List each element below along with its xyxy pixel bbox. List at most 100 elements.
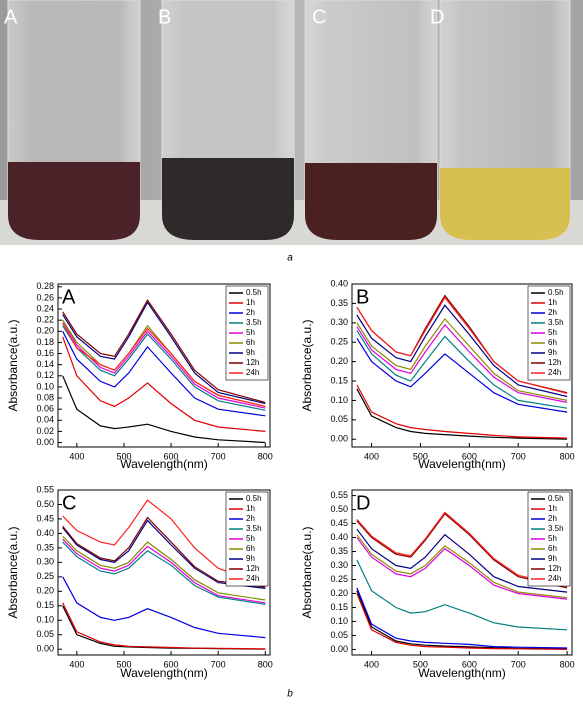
y-tick-label: 0.25 bbox=[330, 574, 348, 584]
photo-label: C bbox=[312, 6, 326, 28]
y-tick-label: 0.50 bbox=[330, 504, 348, 514]
x-tick-label: 600 bbox=[462, 659, 477, 669]
legend-label: 12h bbox=[246, 564, 259, 573]
x-tick-label: 800 bbox=[258, 659, 273, 669]
legend-label: 5h bbox=[548, 534, 557, 543]
y-axis-label: Absorbance(a.u.) bbox=[300, 319, 314, 411]
legend-label: 1h bbox=[246, 504, 255, 513]
y-tick-label: 0.50 bbox=[36, 499, 54, 509]
legend-label: 6h bbox=[548, 544, 557, 553]
y-tick-label: 0.02 bbox=[36, 426, 54, 436]
liquid bbox=[162, 158, 294, 240]
y-axis-label: Absorbance(a.u.) bbox=[300, 526, 314, 618]
spectrum-line bbox=[62, 499, 266, 587]
y-tick-label: 0.05 bbox=[330, 630, 348, 640]
spectrum-line bbox=[62, 336, 266, 432]
x-tick-label: 600 bbox=[164, 451, 179, 461]
spectrum-line bbox=[356, 559, 568, 631]
x-tick-label: 400 bbox=[364, 659, 379, 669]
x-tick-label: 500 bbox=[413, 659, 428, 669]
legend-label: 0.5h bbox=[548, 288, 564, 297]
y-tick-label: 0.12 bbox=[36, 370, 54, 380]
x-tick-label: 600 bbox=[462, 451, 477, 461]
x-tick-label: 800 bbox=[258, 451, 273, 461]
y-tick-label: 0.24 bbox=[36, 303, 54, 313]
y-tick-label: 0.40 bbox=[36, 528, 54, 538]
y-tick-label: 0.20 bbox=[36, 586, 54, 596]
spectrum-line bbox=[62, 298, 266, 404]
legend-label: 2h bbox=[246, 514, 255, 523]
y-tick-label: 0.10 bbox=[330, 395, 348, 405]
legend-label: 12h bbox=[246, 358, 259, 367]
spectrum-line bbox=[356, 304, 568, 398]
legend-label: 9h bbox=[548, 554, 557, 563]
photo-label: A bbox=[4, 6, 18, 28]
y-tick-label: 0.10 bbox=[36, 381, 54, 391]
plot-frame bbox=[351, 489, 573, 656]
liquid bbox=[305, 163, 437, 240]
legend-label: 6h bbox=[246, 338, 255, 347]
spectrum-line bbox=[356, 337, 568, 413]
x-tick-label: 400 bbox=[69, 451, 84, 461]
x-tick-label: 800 bbox=[560, 451, 575, 461]
panel-label: C bbox=[62, 492, 76, 514]
legend-label: 9h bbox=[246, 348, 255, 357]
x-tick-label: 500 bbox=[116, 451, 131, 461]
spectrum-line bbox=[356, 388, 568, 440]
y-tick-label: 0.00 bbox=[36, 437, 54, 447]
legend-label: 0.5h bbox=[246, 494, 262, 503]
spectrum-line bbox=[62, 538, 266, 604]
x-tick-label: 400 bbox=[69, 659, 84, 669]
legend-label: 24h bbox=[246, 368, 259, 377]
y-tick-label: 0.14 bbox=[36, 359, 54, 369]
x-tick-label: 500 bbox=[413, 451, 428, 461]
y-tick-label: 0.28 bbox=[36, 281, 54, 291]
legend-label: 12h bbox=[548, 564, 561, 573]
x-tick-label: 800 bbox=[560, 659, 575, 669]
legend-label: 3.5h bbox=[548, 318, 564, 327]
y-tick-label: 0.06 bbox=[36, 404, 54, 414]
spectrum-line bbox=[62, 331, 266, 417]
x-tick-label: 700 bbox=[211, 451, 226, 461]
spectrum-line bbox=[62, 322, 266, 407]
y-tick-label: 0.25 bbox=[330, 337, 348, 347]
x-axis-label: Wavelength(nm) bbox=[120, 666, 208, 680]
y-tick-label: 0.20 bbox=[330, 356, 348, 366]
y-tick-label: 0.05 bbox=[330, 414, 348, 424]
spectrum-line bbox=[62, 301, 266, 405]
legend-label: 1h bbox=[246, 298, 255, 307]
y-tick-label: 0.00 bbox=[330, 644, 348, 654]
y-tick-label: 0.45 bbox=[330, 518, 348, 528]
spectrum-line bbox=[62, 535, 266, 601]
y-tick-label: 0.40 bbox=[330, 532, 348, 542]
x-axis-label: Wavelength(nm) bbox=[418, 457, 506, 471]
legend-label: 9h bbox=[548, 348, 557, 357]
spectrum-line bbox=[356, 528, 568, 593]
chart: 0.00 0.05 0.10 0.15 0.20 0.25 0.30 0.35 0.40 0.45… bbox=[300, 489, 575, 680]
y-tick-label: 0.20 bbox=[330, 588, 348, 598]
plot-frame bbox=[351, 283, 573, 448]
y-tick-label: 0.15 bbox=[330, 602, 348, 612]
chart: 0.00 0.05 0.10 0.15 0.20 0.25 0.30 0.35 0.40 400 5… bbox=[300, 278, 574, 471]
y-tick-label: 0.10 bbox=[330, 616, 348, 626]
x-tick-label: 400 bbox=[364, 451, 379, 461]
legend-label: 2h bbox=[246, 308, 255, 317]
y-tick-label: 0.00 bbox=[330, 434, 348, 444]
caption: a bbox=[287, 253, 293, 264]
photo: A B C D bbox=[0, 0, 583, 245]
plot-frame bbox=[57, 489, 271, 656]
spectrum-line bbox=[356, 323, 568, 403]
spectrum-line bbox=[356, 330, 568, 409]
legend-label: 3.5h bbox=[246, 524, 262, 533]
liquid bbox=[8, 162, 140, 240]
y-tick-label: 0.20 bbox=[36, 326, 54, 336]
y-axis-label: Absorbance(a.u.) bbox=[6, 319, 20, 411]
spectrum-line bbox=[356, 590, 568, 650]
spectrum-line bbox=[62, 602, 266, 650]
photo-label: B bbox=[158, 6, 171, 28]
y-tick-label: 0.15 bbox=[330, 375, 348, 385]
legend-label: 24h bbox=[246, 574, 259, 583]
spectrum-line bbox=[356, 384, 568, 439]
chart: 0.000.020.040.06 0.080.100.120.140.160.18… bbox=[6, 281, 273, 471]
